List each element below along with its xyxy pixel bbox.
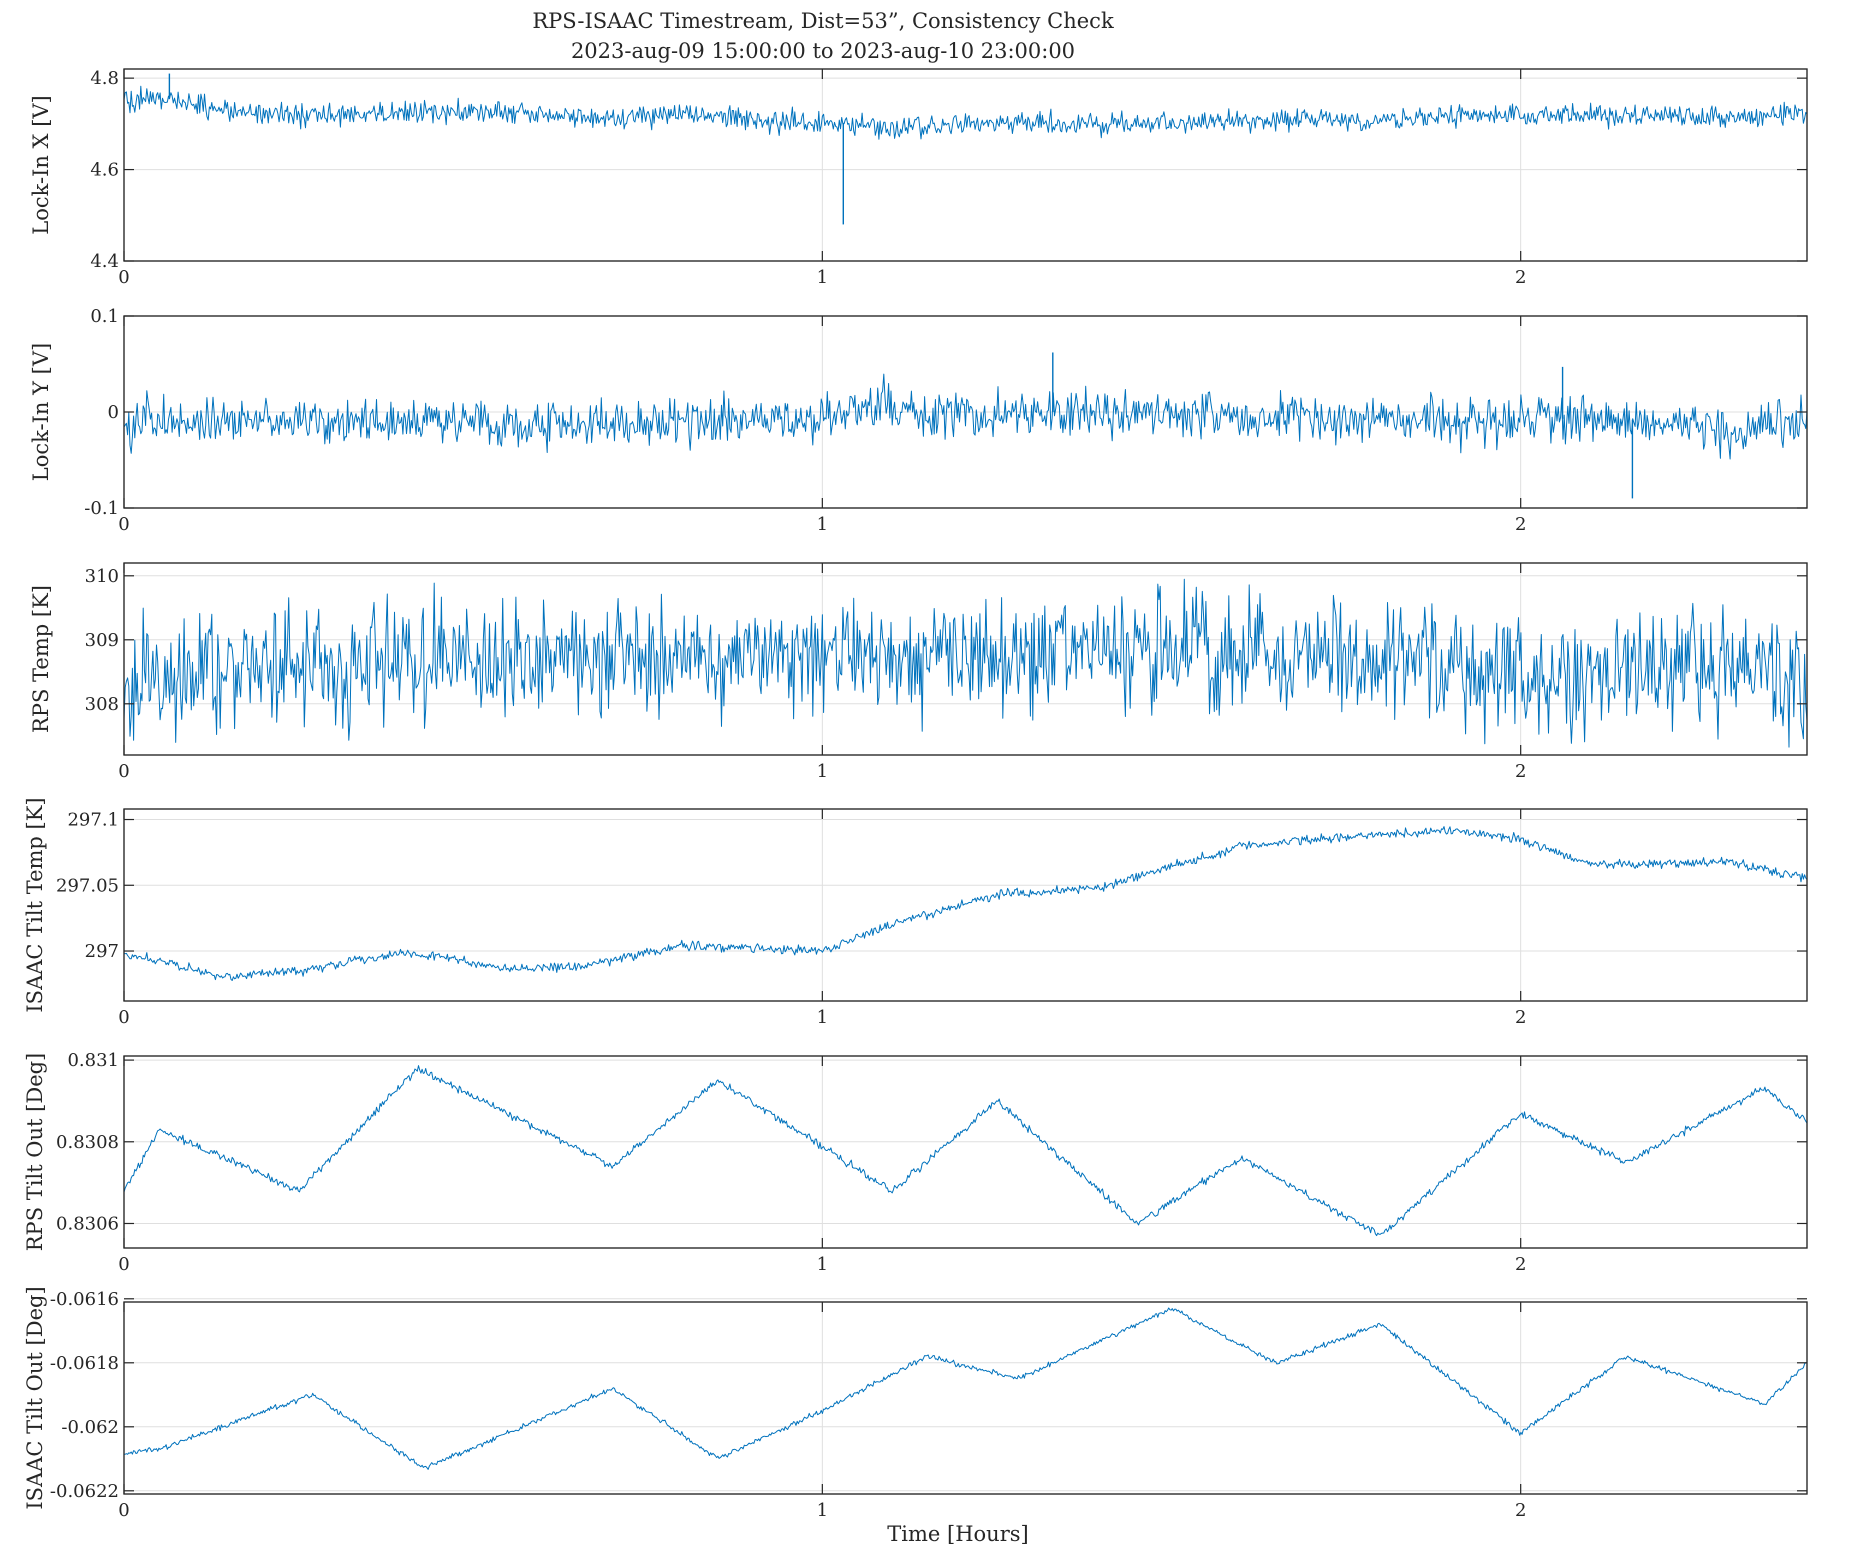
x-tick-label: 2 <box>1515 761 1526 782</box>
subplot-1: 0 1 2 4.4 4.6 4.8 Lock-In X [V] <box>29 68 1808 288</box>
axes-box <box>123 1055 1808 1249</box>
axes-frame <box>123 808 1808 1002</box>
axes-frame <box>123 68 1808 262</box>
y-tick-label: 0.8306 <box>56 1213 119 1234</box>
x-tick-label: 1 <box>817 761 828 782</box>
x-tick-label: 0 <box>118 514 129 535</box>
axes-box <box>123 562 1808 756</box>
x-tick-label: 0 <box>118 1254 129 1275</box>
figure-subtitle: 2023-aug-09 15:00:00 to 2023-aug-10 23:0… <box>571 39 1075 63</box>
x-tick-label: 2 <box>1515 1500 1526 1521</box>
figure-title: RPS-ISAAC Timestream, Dist=53”, Consiste… <box>532 9 1114 33</box>
series-line <box>123 578 1808 748</box>
y-axis-label: ISAAC Tilt Out [Deg] <box>23 1286 47 1509</box>
subplot-3: 0 1 2 308 309 310 RPS Temp [K] <box>29 562 1808 782</box>
y-tick-label: -0.1 <box>84 498 119 519</box>
axes-frame <box>123 562 1808 756</box>
axes-box <box>123 68 1808 262</box>
axes-frame <box>123 1301 1808 1495</box>
y-axis-label: RPS Temp [K] <box>29 585 53 733</box>
y-axis-label: RPS Tilt Out [Deg] <box>23 1053 47 1252</box>
y-tick-label: -0.062 <box>61 1417 119 1438</box>
series-line <box>124 1307 1808 1470</box>
y-tick-label: 310 <box>85 566 119 587</box>
y-tick-label: 0.8308 <box>56 1132 119 1153</box>
y-tick-label: 4.8 <box>90 68 119 89</box>
x-tick-label: 1 <box>817 267 828 288</box>
x-tick-label: 2 <box>1515 1007 1526 1028</box>
series-line <box>123 373 1808 460</box>
x-tick-label: 1 <box>817 1007 828 1028</box>
axes-box <box>123 808 1808 1002</box>
subplot-5: 0 1 2 0.8306 0.8308 0.831 RPS Tilt Out [Deg] <box>23 1050 1808 1275</box>
y-tick-label: -0.0622 <box>50 1481 119 1502</box>
y-tick-label: -0.0618 <box>50 1353 119 1374</box>
x-tick-label: 0 <box>118 761 129 782</box>
y-tick-label: 0 <box>108 402 119 423</box>
x-tick-label: 2 <box>1515 267 1526 288</box>
x-tick-label: 1 <box>817 514 828 535</box>
axes-box <box>123 1301 1808 1495</box>
x-tick-label: 1 <box>817 1500 828 1521</box>
y-tick-label: 0.1 <box>90 306 119 327</box>
x-tick-label: 0 <box>118 1500 129 1521</box>
y-tick-label: 4.6 <box>90 160 119 181</box>
x-tick-label: 2 <box>1515 514 1526 535</box>
y-tick-label: 308 <box>85 694 119 715</box>
axes-frame <box>123 1055 1808 1249</box>
y-tick-label: 297.1 <box>67 810 119 831</box>
x-tick-label: 0 <box>118 1007 129 1028</box>
y-axis-label: Lock-In X [V] <box>29 95 53 234</box>
x-tick-label: 0 <box>118 267 129 288</box>
y-tick-label: -0.0616 <box>50 1289 119 1310</box>
y-tick-label: 4.4 <box>90 251 119 272</box>
series-line <box>123 826 1808 981</box>
subplot-4: 0 1 2 297 297.05 297.1 ISAAC Tilt Temp [K] <box>23 797 1808 1028</box>
y-axis-label: ISAAC Tilt Temp [K] <box>23 797 47 1012</box>
y-tick-label: 0.831 <box>67 1050 119 1071</box>
x-tick-label: 1 <box>817 1254 828 1275</box>
y-tick-label: 309 <box>85 630 119 651</box>
series-line <box>123 1065 1808 1237</box>
series-line <box>123 85 1808 140</box>
y-tick-label: 297.05 <box>56 875 119 896</box>
y-axis-label: Lock-In Y [V] <box>29 343 53 481</box>
x-axis-label: Time [Hours] <box>887 1522 1028 1546</box>
y-tick-label: 297 <box>85 941 119 962</box>
x-tick-label: 2 <box>1515 1254 1526 1275</box>
